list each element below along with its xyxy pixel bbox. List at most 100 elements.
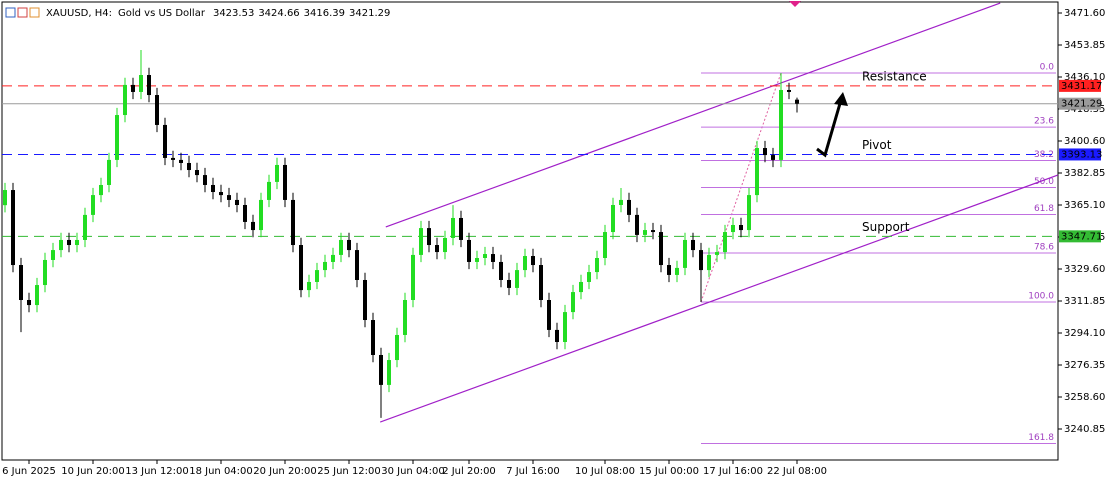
candle-body <box>507 279 511 288</box>
candle-body <box>67 239 71 246</box>
arrow <box>816 92 848 158</box>
candle-body <box>123 84 127 116</box>
candle-body <box>651 230 655 233</box>
y-tick-label: 3258.60 <box>1064 392 1105 403</box>
candle-body <box>667 265 671 275</box>
candle-body <box>275 164 279 182</box>
candle-body <box>755 148 759 196</box>
x-tick-label: 30 Jun 04:00 <box>381 466 445 477</box>
candle-body <box>691 239 695 251</box>
candle-body <box>451 217 455 238</box>
y-tick-label: 3294.10 <box>1064 328 1105 339</box>
ohlc-high: 3424.66 <box>258 8 299 19</box>
candle-body <box>179 159 183 163</box>
x-tick-label: 22 Jul 08:00 <box>767 466 827 477</box>
candle-body <box>115 115 119 160</box>
candle-body <box>323 261 327 271</box>
x-tick-label: 17 Jul 16:00 <box>703 466 763 477</box>
header: XAUUSD, H4: Gold vs US Dollar 3423.53 3424.… <box>5 7 390 19</box>
plot: 3471.603453.853436.103418.353400.603382.… <box>2 2 1105 477</box>
candle-body <box>19 265 23 301</box>
fib-label: 50.0 <box>1034 177 1054 187</box>
candle-body <box>699 250 703 271</box>
candle-body <box>643 230 647 235</box>
candle-body <box>91 195 95 215</box>
candle-body <box>283 164 287 200</box>
x-tick-label: 6 Jun 2025 <box>2 466 56 477</box>
ohlc-open: 3423.53 <box>213 8 254 19</box>
candle-body <box>3 190 7 206</box>
y-tick-label: 3365.10 <box>1064 200 1105 211</box>
level-label: 3347.71 <box>1061 231 1102 242</box>
level-label: 3431.17 <box>1061 81 1102 92</box>
candle-body <box>131 84 135 92</box>
candle-body <box>267 181 271 200</box>
candle-body <box>715 252 719 255</box>
fib-label: 0.0 <box>1040 63 1055 73</box>
y-tick-label: 3329.60 <box>1064 264 1105 275</box>
candle-body <box>27 300 31 306</box>
candle-body <box>243 204 247 222</box>
x-tick-label: 2 Jul 20:00 <box>442 466 496 477</box>
candle-body <box>171 157 175 160</box>
candle-body <box>467 239 471 262</box>
candle-body <box>259 199 263 231</box>
candle-body <box>395 334 399 361</box>
candle-body <box>195 170 199 176</box>
candle-body <box>787 89 791 92</box>
channel-line <box>379 174 1059 423</box>
candle-body <box>363 279 367 321</box>
candle-body <box>107 159 111 185</box>
candle-body <box>59 239 63 251</box>
y-tick-label: 3453.85 <box>1064 40 1105 51</box>
candle-body <box>227 195 231 200</box>
candle-body <box>187 162 191 171</box>
candle-body <box>539 265 543 301</box>
candle-body <box>795 99 799 104</box>
candle-body <box>235 199 239 205</box>
y-tick-label: 3311.85 <box>1064 296 1105 307</box>
symbol: XAUUSD, H4: <box>46 8 112 19</box>
candle-body <box>75 239 79 246</box>
fib-label: 78.6 <box>1034 242 1054 252</box>
candle-body <box>163 124 167 158</box>
candle-body <box>603 232 607 258</box>
candle-body <box>571 292 575 313</box>
level-name: Pivot <box>862 138 892 152</box>
candle-body <box>499 261 503 280</box>
candle-body <box>531 256 535 266</box>
candle-body <box>611 204 615 233</box>
level-name: Support <box>862 220 910 234</box>
candle-body <box>707 254 711 271</box>
icon <box>5 7 16 18</box>
candle-body <box>219 192 223 196</box>
candle-body <box>731 225 735 233</box>
candle-body <box>51 250 55 260</box>
candle-body <box>579 281 583 293</box>
candle-body <box>147 75 151 96</box>
candle-body <box>547 300 551 330</box>
candle-body <box>83 214 87 240</box>
candle-body <box>307 281 311 291</box>
level-box <box>1059 230 1101 243</box>
x-tick-label: 10 Jul 08:00 <box>575 466 635 477</box>
candle-body <box>211 184 215 193</box>
candle-body <box>675 267 679 275</box>
candle-body <box>683 239 687 268</box>
y-tick-label: 3436.10 <box>1064 72 1105 83</box>
candle-body <box>747 195 751 231</box>
plot-frame <box>1 1 1059 461</box>
candle-body <box>387 360 391 385</box>
candle-body <box>763 148 767 156</box>
y-tick-label: 3471.60 <box>1064 8 1105 19</box>
candle-body <box>99 184 103 196</box>
candle-body <box>523 256 527 271</box>
description: Gold vs US Dollar <box>118 8 206 19</box>
candle-body <box>587 272 591 282</box>
candle-body <box>475 257 479 262</box>
candle-body <box>515 270 519 288</box>
candle-body <box>555 329 559 343</box>
y-tick-label: 3276.35 <box>1064 360 1105 371</box>
marker <box>789 1 801 7</box>
